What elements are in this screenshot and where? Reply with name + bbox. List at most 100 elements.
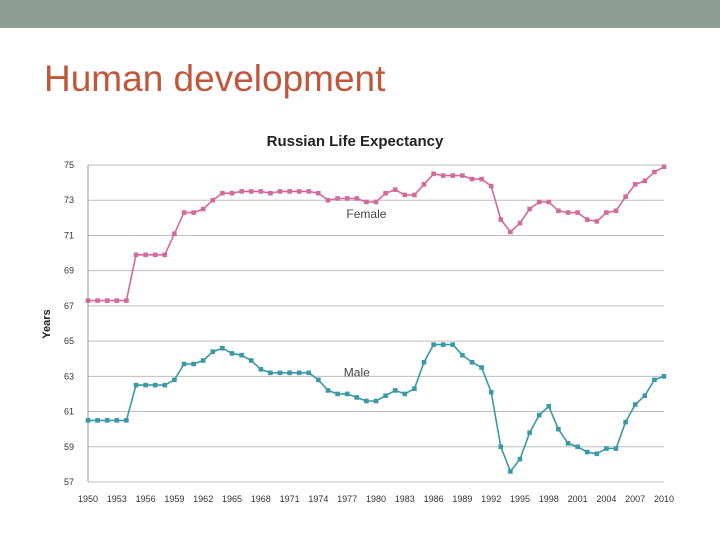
data-point-male <box>95 418 100 423</box>
data-point-male <box>575 444 580 450</box>
data-point-female <box>594 219 600 224</box>
data-point-male <box>114 418 120 423</box>
data-point-female <box>181 210 187 215</box>
data-point-female <box>431 171 436 177</box>
data-point-female <box>114 298 120 303</box>
data-point-female <box>652 169 657 175</box>
data-point-male <box>268 370 273 376</box>
y-tick-labels: 57 59 61 63 65 67 69 71 73 75 <box>64 160 74 487</box>
data-point-male <box>613 446 619 451</box>
data-point-male <box>143 382 148 388</box>
x-tick-label: 1956 <box>136 494 156 504</box>
x-tick-label: 1950 <box>78 494 98 504</box>
grid-lines <box>87 164 664 483</box>
data-point-female <box>143 252 148 258</box>
data-point-male <box>517 456 523 462</box>
x-tick-label: 1998 <box>539 494 559 504</box>
data-point-female <box>460 173 465 178</box>
data-point-female <box>220 190 225 196</box>
data-point-male <box>469 359 475 365</box>
data-point-female <box>623 194 628 199</box>
data-point-male <box>460 352 465 358</box>
data-point-female <box>152 252 158 258</box>
data-point-female <box>277 189 283 194</box>
data-point-female <box>546 199 552 205</box>
data-point-female <box>95 298 100 303</box>
data-point-female <box>632 182 638 187</box>
data-point-male <box>623 419 628 425</box>
series-label-male: Male <box>344 365 370 379</box>
data-point-male <box>440 342 446 347</box>
data-point-female <box>450 173 456 178</box>
data-point-male <box>85 418 91 423</box>
chart-title: Russian Life Expectancy <box>267 133 444 150</box>
y-tick-label: 61 <box>64 407 74 417</box>
data-point-female <box>575 210 580 215</box>
data-point-male <box>306 370 312 376</box>
data-point-female <box>392 187 398 192</box>
y-tick-label: 59 <box>64 442 74 452</box>
data-point-female <box>344 196 350 201</box>
x-tick-label: 1953 <box>107 494 127 504</box>
data-point-male <box>133 382 139 388</box>
data-point-female <box>373 199 379 205</box>
data-point-female <box>210 197 216 203</box>
data-point-male <box>316 377 321 383</box>
data-point-female <box>200 206 206 212</box>
data-point-male <box>124 418 129 423</box>
data-point-male <box>162 382 168 388</box>
data-point-male <box>546 403 552 409</box>
series-labels: Female Male <box>344 207 387 380</box>
data-point-male <box>498 444 504 450</box>
data-point-male <box>594 451 600 457</box>
data-point-male <box>412 386 417 391</box>
data-point-female <box>354 196 360 201</box>
data-point-female <box>162 252 168 258</box>
y-tick-label: 65 <box>64 336 74 346</box>
x-tick-label: 1983 <box>395 494 415 504</box>
data-point-male <box>556 426 561 432</box>
data-point-female <box>383 190 388 196</box>
series-group <box>85 164 667 474</box>
data-point-male <box>229 351 235 356</box>
data-point-female <box>287 189 292 194</box>
data-point-male <box>287 370 292 376</box>
data-point-male <box>172 377 177 383</box>
slide-title: Human development <box>44 58 386 99</box>
y-axis-label: Years <box>41 309 53 338</box>
data-point-female <box>229 190 235 196</box>
data-point-female <box>479 176 484 182</box>
data-point-female <box>306 189 312 194</box>
data-point-female <box>268 190 273 196</box>
data-point-male <box>584 449 590 455</box>
data-point-female <box>248 189 254 194</box>
x-tick-label: 1977 <box>337 494 357 504</box>
data-point-male <box>210 349 216 354</box>
data-point-male <box>364 398 369 404</box>
x-tick-label: 1968 <box>251 494 271 504</box>
top-accent-bar <box>0 0 720 28</box>
y-tick-label: 69 <box>64 266 74 276</box>
data-point-male <box>402 391 408 397</box>
x-tick-label: 2004 <box>596 494 616 504</box>
data-point-female <box>316 190 321 196</box>
data-point-male <box>565 440 571 446</box>
data-point-male <box>373 398 379 404</box>
data-point-female <box>335 196 340 201</box>
data-point-male <box>392 388 398 393</box>
data-point-male <box>152 382 158 388</box>
data-point-female <box>296 189 302 194</box>
x-tick-label: 2007 <box>625 494 645 504</box>
y-tick-label: 57 <box>64 477 74 487</box>
data-point-female <box>565 210 571 215</box>
y-tick-label: 75 <box>64 160 74 170</box>
data-point-male <box>277 370 283 376</box>
data-point-female <box>642 178 648 184</box>
data-point-male <box>431 342 436 347</box>
y-tick-label: 73 <box>64 195 74 205</box>
series-line-male <box>88 343 665 474</box>
data-point-female <box>412 192 417 198</box>
x-tick-label: 1959 <box>164 494 184 504</box>
y-tick-label: 71 <box>64 230 74 240</box>
x-tick-label: 1980 <box>366 494 386 504</box>
